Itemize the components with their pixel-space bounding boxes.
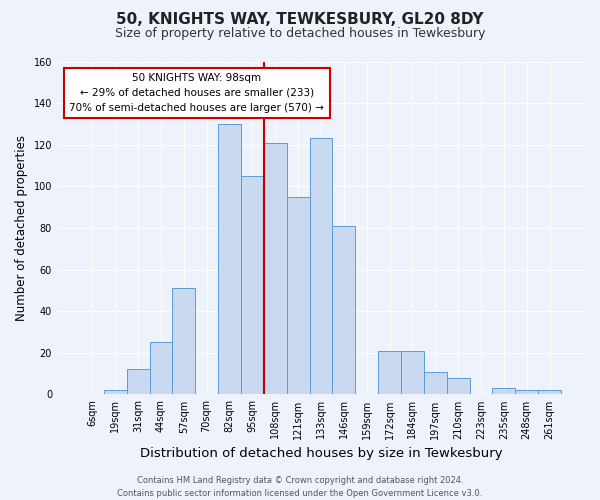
Bar xyxy=(287,197,310,394)
Bar xyxy=(218,124,241,394)
Bar xyxy=(493,388,515,394)
Bar xyxy=(538,390,561,394)
Bar xyxy=(149,342,172,394)
Text: 50 KNIGHTS WAY: 98sqm
← 29% of detached houses are smaller (233)
70% of semi-det: 50 KNIGHTS WAY: 98sqm ← 29% of detached … xyxy=(70,73,324,113)
Bar xyxy=(127,370,149,394)
Text: Contains HM Land Registry data © Crown copyright and database right 2024.
Contai: Contains HM Land Registry data © Crown c… xyxy=(118,476,482,498)
Bar xyxy=(241,176,264,394)
Bar xyxy=(446,378,470,394)
Text: Size of property relative to detached houses in Tewkesbury: Size of property relative to detached ho… xyxy=(115,28,485,40)
Bar xyxy=(264,142,287,394)
Bar xyxy=(172,288,195,395)
Bar xyxy=(332,226,355,394)
Bar xyxy=(424,372,446,394)
Bar xyxy=(401,350,424,395)
Text: 50, KNIGHTS WAY, TEWKESBURY, GL20 8DY: 50, KNIGHTS WAY, TEWKESBURY, GL20 8DY xyxy=(116,12,484,28)
Bar xyxy=(515,390,538,394)
Bar xyxy=(310,138,332,394)
X-axis label: Distribution of detached houses by size in Tewkesbury: Distribution of detached houses by size … xyxy=(140,447,502,460)
Bar xyxy=(378,350,401,395)
Bar xyxy=(104,390,127,394)
Y-axis label: Number of detached properties: Number of detached properties xyxy=(15,135,28,321)
